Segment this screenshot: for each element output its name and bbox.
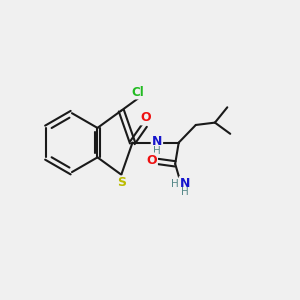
- Text: H: H: [153, 146, 161, 156]
- Text: S: S: [117, 176, 126, 189]
- Text: O: O: [141, 111, 152, 124]
- Text: N: N: [180, 177, 190, 190]
- Text: H: H: [171, 178, 179, 189]
- Text: Cl: Cl: [132, 85, 144, 98]
- Text: H: H: [181, 187, 189, 196]
- Text: N: N: [152, 135, 162, 148]
- Text: O: O: [146, 154, 157, 166]
